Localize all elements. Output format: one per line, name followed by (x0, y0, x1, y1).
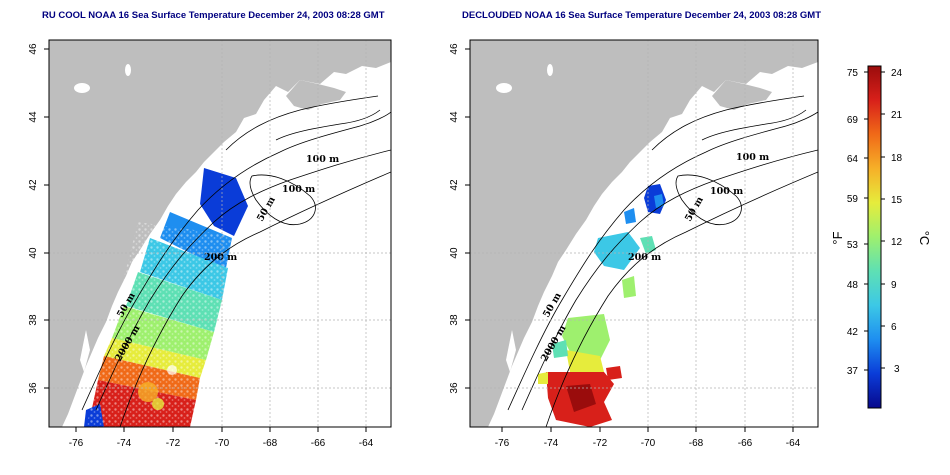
left-sst-swath (84, 168, 248, 427)
colorbar-fahrenheit-labels: 75 69 64 59 53 48 42 37 (847, 68, 859, 377)
left-x-axis (75, 427, 367, 432)
colorbar-celsius-labels: 24 21 18 15 12 9 6 3 (891, 68, 903, 375)
right-nova-scotia (712, 80, 772, 110)
right-sst-patches (538, 184, 666, 427)
left-lake (74, 83, 90, 93)
celsius-tick: 24 (891, 68, 903, 79)
celsius-tick: 18 (891, 153, 903, 164)
y-tick-label: 38 (28, 314, 39, 326)
fahrenheit-tick: 59 (847, 194, 859, 205)
x-tick-label: -68 (689, 438, 704, 449)
left-nova-scotia (286, 80, 346, 110)
y-tick-label: 44 (28, 111, 39, 123)
x-tick-label: -70 (215, 438, 230, 449)
celsius-tick: 15 (891, 195, 903, 206)
left-bay (80, 330, 90, 372)
left-x-tick-labels: -76 -74 -72 -70 -68 -66 -64 (69, 438, 374, 449)
left-y-axis (44, 48, 49, 389)
y-tick-label: 40 (449, 247, 460, 259)
left-map: 100 m 100 m 50 m 200 m 50 m 2000 m (49, 40, 391, 427)
fahrenheit-tick: 69 (847, 115, 859, 126)
contour-label: 100 m (736, 152, 769, 163)
x-tick-label: -72 (593, 438, 608, 449)
x-tick-label: -66 (738, 438, 753, 449)
celsius-tick: 6 (891, 322, 897, 333)
celsius-tick: 3 (894, 364, 900, 375)
x-tick-label: -74 (117, 438, 132, 449)
y-tick-label: 36 (449, 382, 460, 394)
right-contours (507, 95, 818, 427)
left-map-frame (48, 39, 392, 428)
fahrenheit-tick: 48 (847, 280, 859, 291)
right-y-tick-labels: 36 38 40 42 44 46 (449, 43, 460, 394)
y-tick-label: 46 (449, 43, 460, 55)
left-lake (125, 64, 131, 76)
colorbar: 75 69 64 59 53 48 42 37 24 21 18 15 12 9… (830, 65, 932, 409)
right-map-frame (469, 39, 819, 428)
celsius-tick: 21 (891, 110, 903, 121)
celsius-tick: 9 (891, 280, 897, 291)
colorbar-right-ticks (881, 71, 885, 369)
x-tick-label: -70 (641, 438, 656, 449)
x-tick-label: -64 (359, 438, 374, 449)
x-tick-label: -76 (495, 438, 510, 449)
fahrenheit-unit-label: °F (830, 231, 845, 244)
right-lake (547, 64, 553, 76)
right-land (470, 40, 818, 427)
right-y-axis (465, 48, 470, 389)
y-tick-label: 36 (28, 382, 39, 394)
contour-label: 100 m (306, 154, 339, 165)
right-grid (470, 40, 818, 427)
celsius-tick: 12 (891, 237, 903, 248)
fahrenheit-tick: 64 (847, 154, 859, 165)
y-tick-label: 38 (449, 314, 460, 326)
y-tick-label: 40 (28, 247, 39, 259)
x-tick-label: -64 (786, 438, 801, 449)
x-tick-label: -66 (311, 438, 326, 449)
right-map-title: DECLOUDED NOAA 16 Sea Surface Temperatur… (462, 10, 822, 21)
contour-label: 100 m (282, 184, 315, 195)
right-x-tick-labels: -76 -74 -72 -70 -68 -66 -64 (495, 438, 801, 449)
left-land (49, 40, 391, 427)
fahrenheit-tick: 37 (847, 366, 859, 377)
left-y-tick-labels: 36 38 40 42 44 46 (28, 43, 39, 394)
y-tick-label: 44 (449, 111, 460, 123)
contour-label: 100 m (710, 186, 743, 197)
fahrenheit-tick: 42 (847, 327, 859, 338)
right-x-axis (501, 427, 794, 432)
fahrenheit-tick: 53 (847, 240, 859, 251)
fahrenheit-tick: 75 (847, 68, 859, 79)
contour-label: 200 m (628, 252, 661, 263)
colorbar-left-ticks (864, 71, 868, 371)
x-tick-label: -74 (544, 438, 559, 449)
y-tick-label: 46 (28, 43, 39, 55)
left-map-title: RU COOL NOAA 16 Sea Surface Temperature … (42, 10, 385, 21)
right-map: 100 m 100 m 50 m 200 m 50 m 2000 m (470, 40, 818, 427)
y-tick-label: 42 (449, 179, 460, 191)
right-lake (496, 83, 512, 93)
colorbar-gradient (867, 65, 882, 409)
x-tick-label: -68 (263, 438, 278, 449)
x-tick-label: -76 (69, 438, 84, 449)
y-tick-label: 42 (28, 179, 39, 191)
right-bay (506, 330, 516, 372)
x-tick-label: -72 (166, 438, 181, 449)
contour-label: 200 m (204, 252, 237, 263)
celsius-unit-label: °C (917, 231, 932, 246)
left-grid (49, 40, 391, 427)
